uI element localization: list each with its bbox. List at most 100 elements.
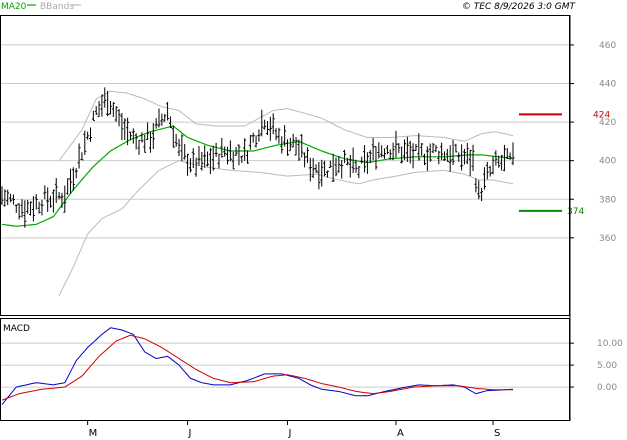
price-y-tick-label: 440	[599, 80, 616, 90]
price-bar	[194, 157, 198, 177]
price-bar	[168, 116, 172, 129]
price-bar	[200, 151, 204, 171]
price-bar	[46, 187, 50, 212]
price-bar	[380, 145, 384, 158]
price-bar	[297, 139, 301, 161]
price-bar	[508, 152, 512, 160]
copyright-label: © TEC 8/9/2026 3:0 GMT	[462, 2, 577, 12]
price-bar	[23, 200, 27, 228]
price-bar	[343, 149, 347, 164]
price-y-tick-label: 380	[599, 195, 616, 205]
price-bar	[477, 180, 481, 200]
macd-y-tick-label: 0.00	[597, 383, 617, 393]
price-bar	[448, 145, 452, 172]
price-bar	[405, 136, 409, 162]
price-bar	[217, 153, 221, 169]
price-bar	[285, 139, 289, 156]
price-y-tick-label: 460	[599, 41, 616, 51]
price-bar	[228, 140, 232, 162]
price-bar	[20, 199, 24, 218]
price-bar	[391, 142, 395, 161]
price-bar	[31, 196, 35, 222]
price-bar	[497, 155, 501, 168]
price-bar	[80, 152, 84, 161]
macd-gridlines	[1, 342, 570, 388]
price-bar	[465, 142, 469, 165]
resistance-label: 424	[593, 110, 610, 120]
price-bar	[197, 146, 201, 166]
support-label: 374	[567, 207, 584, 217]
price-bar	[460, 144, 464, 171]
price-bar	[60, 192, 64, 208]
price-bar	[360, 156, 364, 164]
price-bar	[186, 153, 190, 176]
price-bar	[166, 101, 170, 121]
macd-y-ticks: 0.00 5.00 10.00	[570, 339, 623, 393]
price-bar	[148, 132, 152, 153]
price-bar	[246, 150, 250, 164]
price-bar	[357, 165, 361, 179]
price-bar	[411, 143, 415, 169]
price-bar	[220, 137, 224, 158]
price-bar	[57, 191, 61, 200]
price-panel-frame	[0, 15, 570, 316]
price-bar	[248, 135, 252, 150]
macd-y-tick-label: 10.00	[597, 339, 623, 349]
price-bar	[234, 146, 238, 156]
price-bar	[120, 113, 124, 141]
price-bar	[440, 142, 444, 161]
price-bar	[317, 162, 321, 190]
price-bar	[208, 147, 212, 175]
price-bar	[365, 152, 369, 174]
price-bar	[377, 142, 381, 159]
price-bar	[408, 140, 412, 164]
ma20-line	[1, 125, 514, 227]
macd-y-tick-label: 5.00	[597, 361, 617, 371]
price-bar	[123, 118, 127, 140]
price-bar	[511, 142, 515, 166]
price-bar	[226, 146, 230, 165]
price-bar	[274, 128, 278, 141]
price-bar	[414, 143, 418, 152]
price-y-tick-label: 420	[599, 118, 616, 128]
price-bar	[131, 128, 135, 144]
price-bar	[3, 189, 7, 207]
price-bar	[11, 194, 15, 205]
price-y-ticks: 360 380 400 420 440 460	[570, 41, 616, 244]
price-bar	[100, 94, 104, 117]
bollinger-bands	[58, 90, 514, 296]
price-bar	[394, 130, 398, 158]
price-bar	[257, 129, 261, 142]
price-bar	[482, 167, 486, 190]
price-bar	[505, 148, 509, 160]
price-bar	[485, 161, 489, 180]
price-bar	[163, 113, 167, 122]
price-bar	[143, 134, 147, 153]
price-bar	[66, 178, 70, 195]
price-bar	[397, 143, 401, 154]
price-bar	[334, 157, 338, 177]
price-bar	[114, 106, 118, 122]
price-bar	[94, 106, 98, 115]
price-bar	[117, 108, 121, 127]
price-bar	[251, 132, 255, 143]
price-bar	[500, 155, 504, 171]
price-bar	[103, 87, 107, 108]
price-bar	[254, 135, 258, 148]
price-bar	[368, 149, 372, 164]
price-bar	[74, 168, 78, 179]
bb-lower-line	[58, 160, 514, 296]
price-bar	[305, 147, 309, 163]
price-bar	[428, 143, 432, 162]
price-bar	[91, 110, 95, 122]
price-bar	[171, 125, 175, 148]
price-bar	[325, 170, 329, 178]
price-bar	[442, 151, 446, 161]
price-bar	[140, 132, 144, 143]
price-bar	[51, 189, 55, 213]
price-bar	[157, 108, 161, 128]
price-bar	[323, 160, 327, 176]
price-bar	[214, 142, 218, 157]
